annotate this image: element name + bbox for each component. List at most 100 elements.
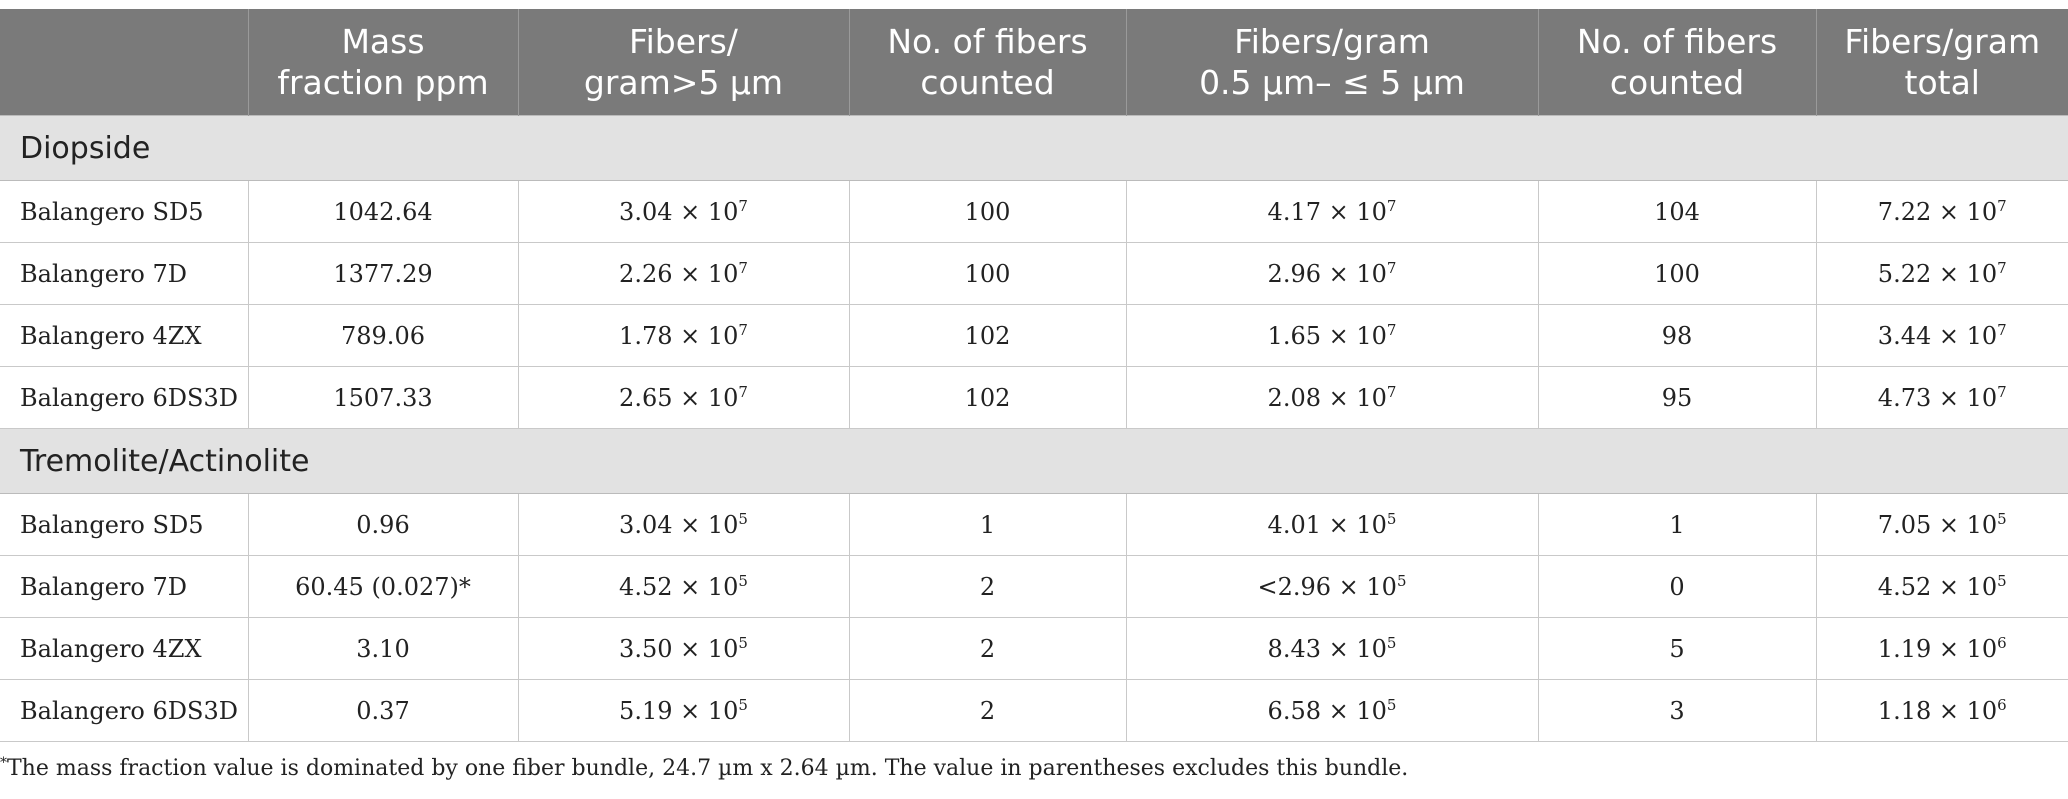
cell-exponent: 5	[1386, 695, 1397, 714]
table-cell: 2.96 × 107	[1126, 242, 1539, 305]
cell-mantissa: 2.96 × 10	[1267, 259, 1387, 288]
cell-exponent: 5	[738, 509, 748, 528]
column-header-line: Fibers/	[629, 22, 738, 61]
cell-exponent: 7	[738, 258, 748, 277]
header-row: Mass fraction ppm Fibers/gram>5 µm No. of f…	[0, 0, 2068, 116]
table-row: Balangero 6DS3D 1507.33 2.65 × 107 102 2.08 …	[0, 366, 2068, 429]
cell-mantissa: 3.50 × 10	[619, 634, 739, 663]
column-header-line: counted	[1609, 63, 1745, 102]
section-row: Diopside	[0, 115, 2068, 181]
cell-mantissa: 4.52 × 10	[1877, 572, 1998, 601]
table-row: Balangero 7D 60.45 (0.027)* 4.52 × 105 2 <2.…	[0, 555, 2068, 618]
cell-exponent: 5	[1396, 571, 1407, 590]
table-cell: 4.52 × 105	[1816, 555, 2068, 618]
sample-name-cell: Balangero 4ZX	[0, 304, 249, 367]
cell-mantissa: 4.17 × 10	[1267, 197, 1387, 226]
table-header: Mass fraction ppm Fibers/gram>5 µm No. of f…	[0, 0, 2068, 116]
cell-mantissa: 1.78 × 10	[619, 321, 739, 350]
cell-mantissa: 5.19 × 10	[619, 696, 739, 725]
table-row: Balangero 6DS3D 0.37 5.19 × 105 2 6.58 × 105…	[0, 679, 2068, 742]
table-cell: 6.58 × 105	[1126, 679, 1539, 742]
table-cell: 3.04 × 105	[518, 493, 850, 556]
cell-exponent: 6	[1997, 695, 2007, 714]
column-header: No. of fibers counted	[1538, 0, 1817, 116]
table-row: Balangero 4ZX 3.10 3.50 × 105 2 8.43 × 105 5 1…	[0, 617, 2068, 680]
cell-exponent: 7	[1997, 320, 2007, 339]
table-cell: 3	[1538, 679, 1817, 742]
cell-exponent: 5	[1997, 509, 2007, 528]
cell-exponent: 7	[738, 196, 748, 215]
table-cell: 3.50 × 105	[518, 617, 850, 680]
cell-mantissa: 2.08 × 10	[1267, 383, 1387, 412]
table-cell: 1377.29	[248, 242, 519, 305]
column-header-line: gram>5 µm	[583, 63, 784, 102]
table-footnote: *The mass fraction value is dominated by…	[0, 756, 2068, 781]
cell-mantissa: 5.22 × 10	[1877, 259, 1998, 288]
cell-mantissa: 2.26 × 10	[619, 259, 739, 288]
table-cell: 0.37	[248, 679, 519, 742]
column-header-line: Fibers/gram	[1844, 22, 2041, 61]
section-label: Diopside	[0, 115, 2068, 181]
cell-mantissa: 2.65 × 10	[619, 383, 739, 412]
table-row: Balangero 4ZX 789.06 1.78 × 107 102 1.65 × 1…	[0, 304, 2068, 367]
table-cell: 104	[1538, 180, 1817, 243]
cell-exponent: 7	[1386, 320, 1397, 339]
table-cell: 4.52 × 105	[518, 555, 850, 618]
cell-mantissa: 1.65 × 10	[1267, 321, 1387, 350]
table-cell: 5.19 × 105	[518, 679, 850, 742]
column-header	[0, 0, 249, 116]
column-header-line: counted	[920, 63, 1055, 102]
table-row: Balangero SD5 1042.64 3.04 × 107 100 4.17 × …	[0, 180, 2068, 243]
table-cell: 7.05 × 105	[1816, 493, 2068, 556]
table-cell: 1	[849, 493, 1127, 556]
fiber-count-table-container: Mass fraction ppm Fibers/gram>5 µm No. of f…	[0, 0, 2068, 742]
table-cell: 2.08 × 107	[1126, 366, 1539, 429]
table-row: Balangero 7D 1377.29 2.26 × 107 100 2.96 × 1…	[0, 242, 2068, 305]
table-cell: 2	[849, 617, 1127, 680]
cell-mantissa: 6.58 × 10	[1267, 696, 1387, 725]
cell-mantissa: 3.04 × 10	[619, 197, 739, 226]
table-cell: 2.26 × 107	[518, 242, 850, 305]
table-cell: <2.96 × 105	[1126, 555, 1539, 618]
table-cell: 5.22 × 107	[1816, 242, 2068, 305]
cell-exponent: 7	[1386, 196, 1397, 215]
table-cell: 0.96	[248, 493, 519, 556]
cell-mantissa: 3.04 × 10	[619, 510, 739, 539]
table-cell: 5	[1538, 617, 1817, 680]
cell-mantissa: 4.73 × 10	[1877, 383, 1998, 412]
table-cell: 0	[1538, 555, 1817, 618]
sample-name-cell: Balangero 4ZX	[0, 617, 249, 680]
cell-mantissa: 7.05 × 10	[1877, 510, 1998, 539]
cell-mantissa: 8.43 × 10	[1267, 634, 1387, 663]
cell-exponent: 7	[1997, 196, 2007, 215]
table-cell: 4.17 × 107	[1126, 180, 1539, 243]
cell-mantissa: 4.52 × 10	[619, 572, 739, 601]
cell-exponent: 5	[738, 571, 748, 590]
table-cell: 7.22 × 107	[1816, 180, 2068, 243]
table-cell: 100	[1538, 242, 1817, 305]
column-header: No. of fibers counted	[849, 0, 1127, 116]
table-cell: 102	[849, 366, 1127, 429]
table-cell: 2	[849, 679, 1127, 742]
column-header: Mass fraction ppm	[248, 0, 519, 116]
cell-mantissa: 4.01 × 10	[1267, 510, 1387, 539]
cell-exponent: 7	[1386, 382, 1397, 401]
column-header-line: Fibers/gram	[1234, 22, 1430, 61]
column-header: Fibers/gram 0.5 µm– ≤ 5 µm	[1126, 0, 1539, 116]
cell-mantissa: 1.18 × 10	[1877, 696, 1998, 725]
table-cell: 1.78 × 107	[518, 304, 850, 367]
table-cell: 2	[849, 555, 1127, 618]
table-cell: 100	[849, 242, 1127, 305]
cell-exponent: 7	[1386, 258, 1397, 277]
table-cell: 8.43 × 105	[1126, 617, 1539, 680]
table-cell: 1.19 × 106	[1816, 617, 2068, 680]
table-cell: 1.65 × 107	[1126, 304, 1539, 367]
column-header-line: 0.5 µm– ≤ 5 µm	[1199, 63, 1465, 102]
footnote-text: The mass fraction value is dominated by …	[7, 756, 1409, 781]
cell-exponent: 7	[738, 320, 748, 339]
sample-name-cell: Balangero 6DS3D	[0, 366, 249, 429]
table-cell: 1042.64	[248, 180, 519, 243]
cell-mantissa: 7.22 × 10	[1877, 197, 1998, 226]
table-cell: 60.45 (0.027)*	[248, 555, 519, 618]
sample-name-cell: Balangero SD5	[0, 493, 249, 556]
